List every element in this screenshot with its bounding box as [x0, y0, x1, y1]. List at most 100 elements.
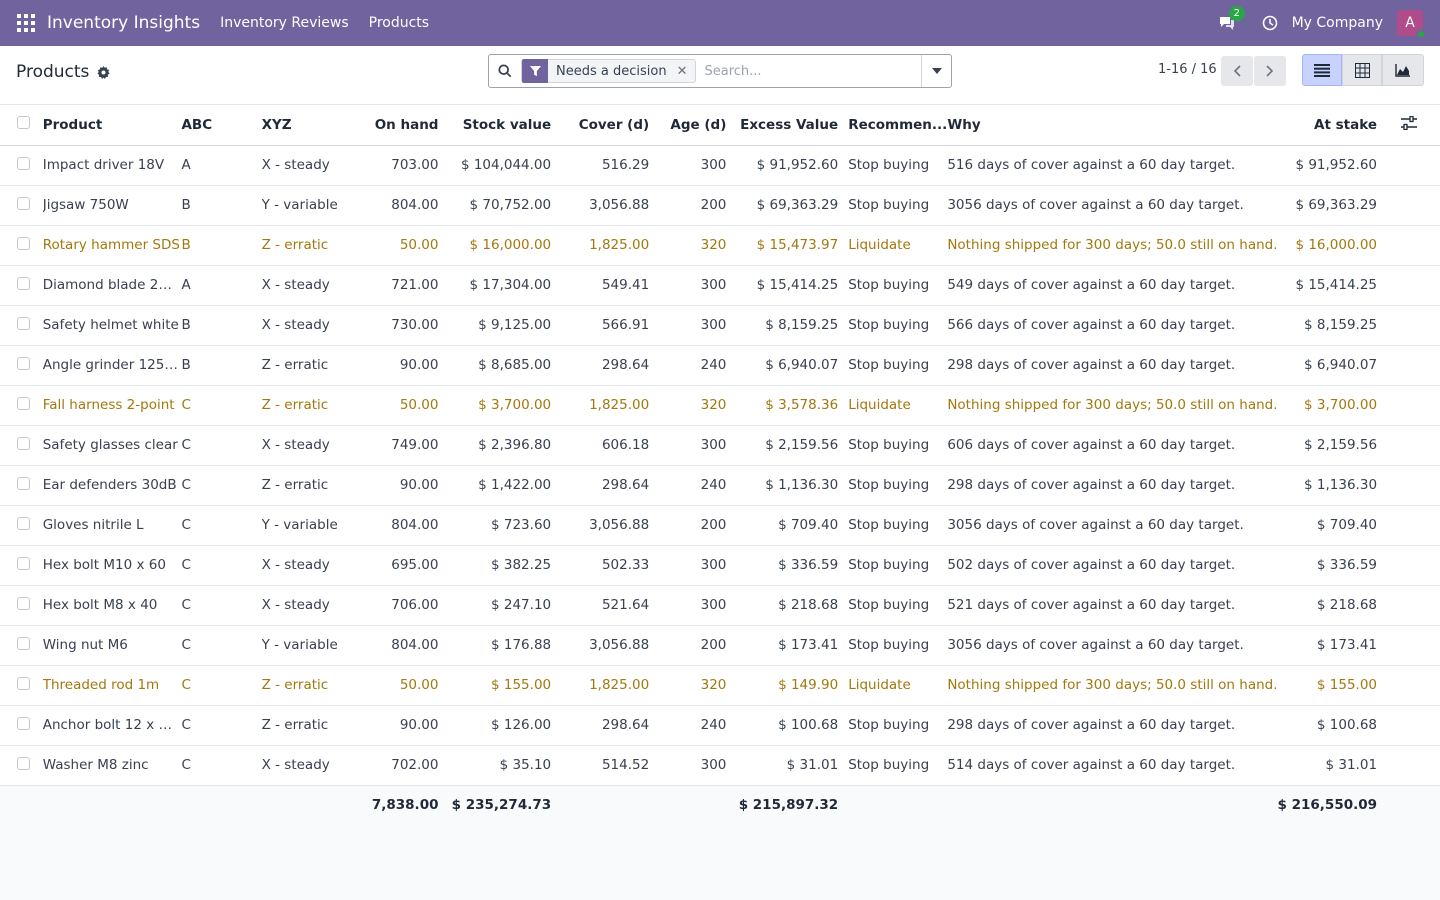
row-checkbox[interactable] [17, 676, 30, 690]
cell-at-stake: $ 336.59 [1277, 545, 1378, 586]
row-checkbox[interactable] [17, 556, 30, 570]
table-row[interactable]: Wing nut M6 C Y - variable 804.00 $ 176.88 3,… [0, 625, 1440, 666]
row-checkbox[interactable] [17, 756, 30, 770]
cell-age: 240 [649, 465, 727, 506]
cell-abc: B [181, 225, 262, 266]
cell-on-hand: 50.00 [349, 385, 439, 426]
row-checkbox[interactable] [17, 236, 30, 250]
col-header-product[interactable]: Product [42, 105, 182, 146]
cell-stock-value: $ 17,304.00 [438, 265, 552, 306]
row-checkbox[interactable] [17, 396, 30, 410]
row-checkbox[interactable] [17, 636, 30, 650]
table-row[interactable]: Anchor bolt 12 x … C Z - erratic 90.00 $ 126… [0, 705, 1440, 746]
apps-grid-icon[interactable] [17, 14, 35, 32]
table-row[interactable]: Safety glasses clear C X - steady 749.00 $ 2… [0, 425, 1440, 466]
col-header-at-stake[interactable]: At stake [1277, 105, 1378, 146]
table-row[interactable]: Washer M8 zinc C X - steady 702.00 $ 35.10 51… [0, 745, 1440, 786]
row-checkbox[interactable] [17, 356, 30, 370]
messaging-button[interactable]: 2 [1216, 6, 1245, 34]
cell-age: 320 [649, 225, 727, 266]
cell-stock-value: $ 176.88 [438, 625, 552, 666]
cell-recommendation: Stop buying [838, 305, 948, 346]
table-row[interactable]: Hex bolt M8 x 40 C X - steady 706.00 $ 247.1… [0, 585, 1440, 626]
col-header-cover[interactable]: Cover (d) [551, 105, 650, 146]
table-row[interactable]: Threaded rod 1m C Z - erratic 50.00 $ 155.00… [0, 665, 1440, 706]
caret-down-icon [931, 68, 942, 74]
cell-product: Washer M8 zinc [42, 745, 182, 786]
user-avatar[interactable]: A [1397, 10, 1426, 39]
table-row[interactable]: Impact driver 18V A X - steady 703.00 $ 104,… [0, 145, 1440, 186]
row-checkbox[interactable] [17, 436, 30, 450]
row-checkbox[interactable] [17, 716, 30, 730]
cell-abc: B [181, 185, 262, 226]
col-header-stock-value[interactable]: Stock value [438, 105, 552, 146]
cell-xyz: X - steady [261, 545, 350, 586]
row-spacer [1377, 545, 1440, 586]
cell-excess-value: $ 1,136.30 [726, 465, 839, 506]
row-checkbox[interactable] [17, 156, 30, 170]
menu-inventory-reviews[interactable]: Inventory Reviews [220, 15, 349, 31]
cell-why: 3056 days of cover against a 60 day targ… [947, 505, 1278, 546]
cell-at-stake: $ 173.41 [1277, 625, 1378, 666]
search-icon[interactable] [489, 64, 521, 78]
col-header-recommendation[interactable]: Recommen... [838, 105, 948, 146]
total-on-hand: 7,838.00 [349, 785, 439, 825]
menu-products[interactable]: Products [368, 15, 430, 31]
cell-product: Hex bolt M10 x 60 [42, 545, 182, 586]
row-checkbox[interactable] [17, 316, 30, 330]
table-row[interactable]: Ear defenders 30dB C Z - erratic 90.00 $ 1,4… [0, 465, 1440, 506]
col-header-age[interactable]: Age (d) [649, 105, 727, 146]
search-input[interactable] [704, 63, 915, 79]
app-title[interactable]: Inventory Insights [47, 13, 201, 33]
table-row[interactable]: Safety helmet white B X - steady 730.00 $ 9,… [0, 305, 1440, 346]
search-options-toggle[interactable] [921, 55, 951, 87]
row-checkbox[interactable] [17, 596, 30, 610]
row-checkbox[interactable] [17, 276, 30, 290]
search-bar: Needs a decision ✕ [488, 54, 952, 88]
table-row[interactable]: Diamond blade 2… A X - steady 721.00 $ 17,30… [0, 265, 1440, 306]
gear-icon[interactable] [97, 65, 110, 79]
filter-icon [522, 59, 548, 83]
table-row[interactable]: Angle grinder 125… B Z - erratic 90.00 $ 8,6… [0, 345, 1440, 386]
pager-next-button[interactable] [1254, 56, 1286, 86]
cell-abc: C [181, 705, 262, 746]
row-checkbox[interactable] [17, 516, 30, 530]
cell-product: Safety glasses clear [42, 425, 182, 466]
row-checkbox[interactable] [17, 476, 30, 490]
column-settings-icon[interactable] [1401, 115, 1418, 130]
pivot-view-button[interactable] [1342, 54, 1382, 86]
table-row[interactable]: Fall harness 2-point C Z - erratic 50.00 $ 3… [0, 385, 1440, 426]
cell-product: Gloves nitrile L [42, 505, 182, 546]
list-view-button[interactable] [1302, 54, 1342, 86]
select-all-checkbox[interactable] [17, 116, 30, 130]
activity-button[interactable] [1262, 15, 1278, 31]
col-header-abc[interactable]: ABC [181, 105, 262, 146]
col-header-xyz[interactable]: XYZ [261, 105, 350, 146]
pager-value[interactable]: 1-16 / 16 [1158, 62, 1217, 77]
cell-stock-value: $ 2,396.80 [438, 425, 552, 466]
cell-recommendation: Liquidate [838, 665, 948, 706]
col-header-why[interactable]: Why [947, 105, 1278, 146]
cell-on-hand: 90.00 [349, 465, 439, 506]
row-checkbox[interactable] [17, 196, 30, 210]
cell-product: Threaded rod 1m [42, 665, 182, 706]
cell-on-hand: 804.00 [349, 625, 439, 666]
remove-facet-icon[interactable]: ✕ [676, 63, 688, 79]
company-switcher[interactable]: My Company [1291, 15, 1383, 31]
col-header-excess-value[interactable]: Excess Value [726, 105, 839, 146]
col-header-on-hand[interactable]: On hand [349, 105, 439, 146]
table-row[interactable]: Jigsaw 750W B Y - variable 804.00 $ 70,752.0… [0, 185, 1440, 226]
cell-recommendation: Stop buying [838, 465, 948, 506]
cell-cover: 3,056.88 [551, 505, 650, 546]
table-row[interactable]: Hex bolt M10 x 60 C X - steady 695.00 $ 382.… [0, 545, 1440, 586]
pager-previous-button[interactable] [1221, 56, 1253, 86]
cell-age: 200 [649, 505, 727, 546]
cell-why: 298 days of cover against a 60 day targe… [947, 465, 1278, 506]
row-spacer [1377, 385, 1440, 426]
graph-view-button[interactable] [1382, 54, 1424, 86]
cell-stock-value: $ 70,752.00 [438, 185, 552, 226]
table-row[interactable]: Rotary hammer SDS B Z - erratic 50.00 $ 16,0… [0, 225, 1440, 266]
cell-xyz: Z - erratic [261, 665, 350, 706]
cell-stock-value: $ 247.10 [438, 585, 552, 626]
